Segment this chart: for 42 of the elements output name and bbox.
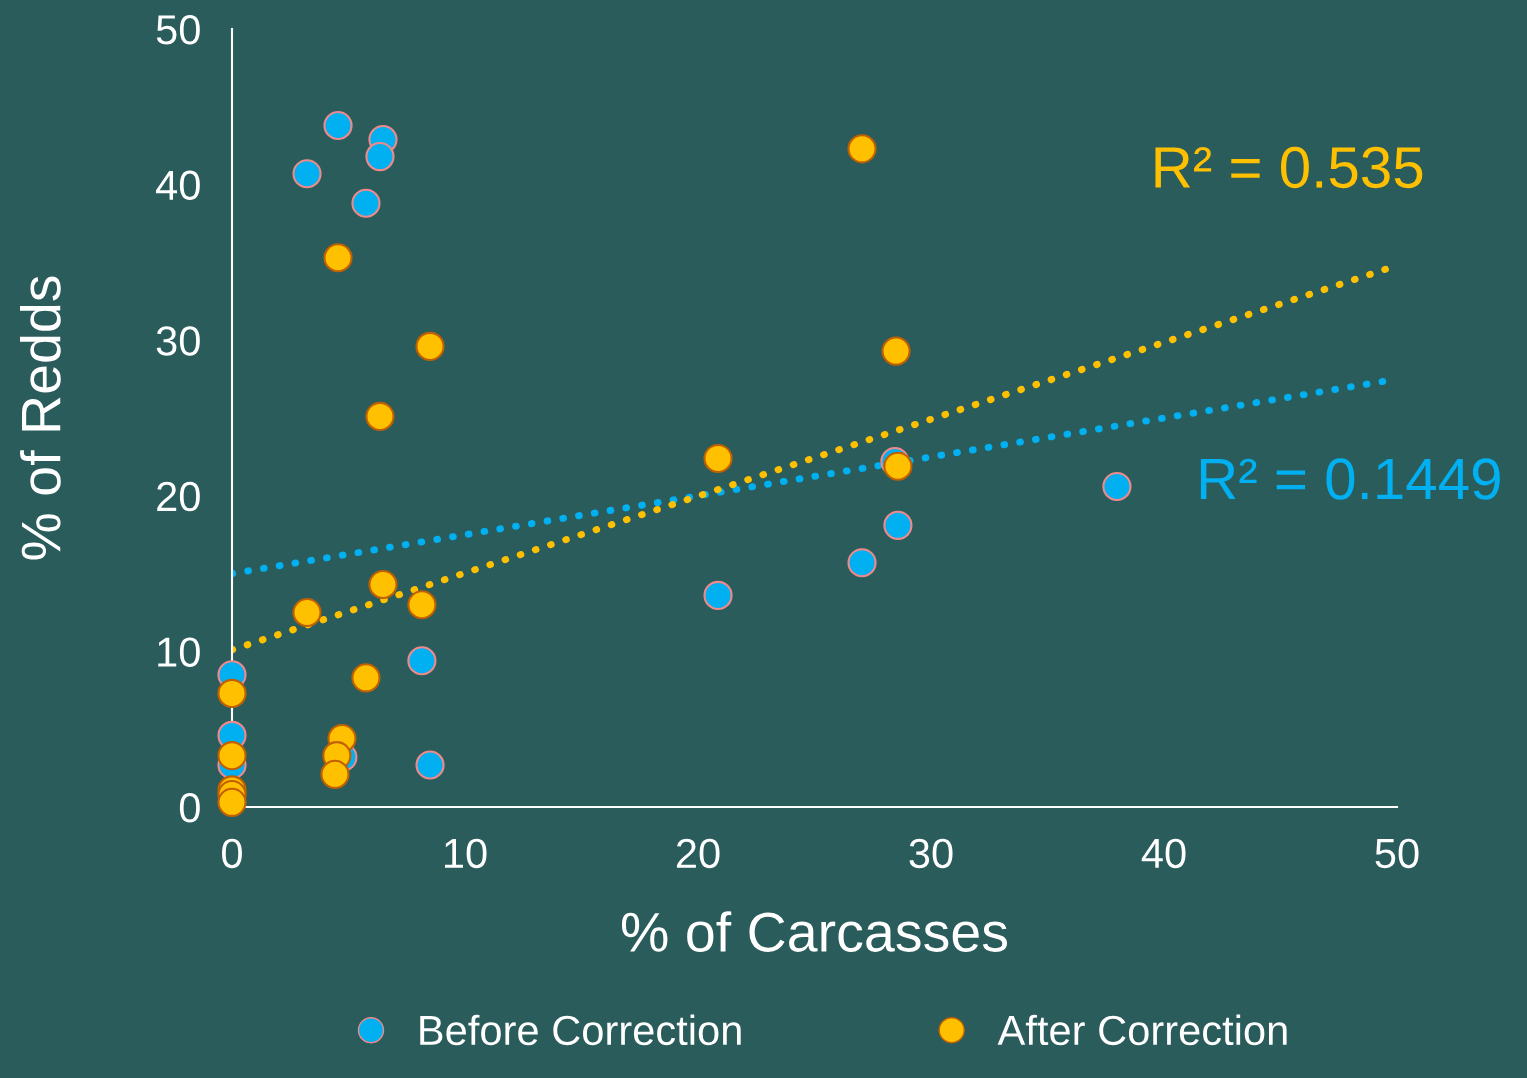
point [365, 142, 395, 172]
point [368, 569, 398, 600]
y-tick-label: 20 [157, 481, 200, 512]
point [292, 597, 322, 628]
point [365, 401, 395, 432]
legend-label: Before Correction [420, 1014, 741, 1046]
x-tick-label: 0 [222, 838, 242, 869]
point [703, 443, 733, 474]
y-tick-label: 0 [179, 793, 200, 823]
x-tick-label: 10 [445, 838, 487, 869]
x-axis-title: % of Carcasses [621, 911, 1008, 952]
y-tick-label: 40 [156, 170, 200, 201]
point [351, 663, 381, 693]
legend-label: After Correction [997, 1014, 1287, 1046]
x-tick-label: 50 [1375, 838, 1419, 869]
point [1102, 471, 1132, 502]
point [407, 590, 437, 620]
point [883, 510, 913, 540]
point [407, 646, 437, 676]
point [881, 336, 911, 366]
x-tick-label: 40 [1141, 838, 1186, 869]
point [292, 159, 322, 189]
point [351, 188, 381, 218]
point [415, 331, 445, 361]
y-axis-title: % of Redds [19, 276, 61, 560]
point [847, 548, 877, 578]
point [320, 759, 350, 789]
y-tick-label: 10 [158, 637, 200, 667]
x-tick-label: 20 [676, 838, 720, 869]
point [415, 750, 445, 780]
point [847, 134, 877, 164]
y-tick-label: 50 [156, 15, 200, 45]
y-tick-label: 30 [156, 326, 200, 356]
annotation: R² = 0.535 [1155, 146, 1423, 189]
x-tick-label: 30 [909, 838, 953, 869]
point [703, 580, 733, 610]
point [323, 243, 353, 273]
point [217, 741, 247, 771]
point [323, 110, 353, 141]
point [217, 787, 247, 817]
point [217, 678, 247, 708]
annotation: R² = 0.1449 [1200, 458, 1500, 500]
